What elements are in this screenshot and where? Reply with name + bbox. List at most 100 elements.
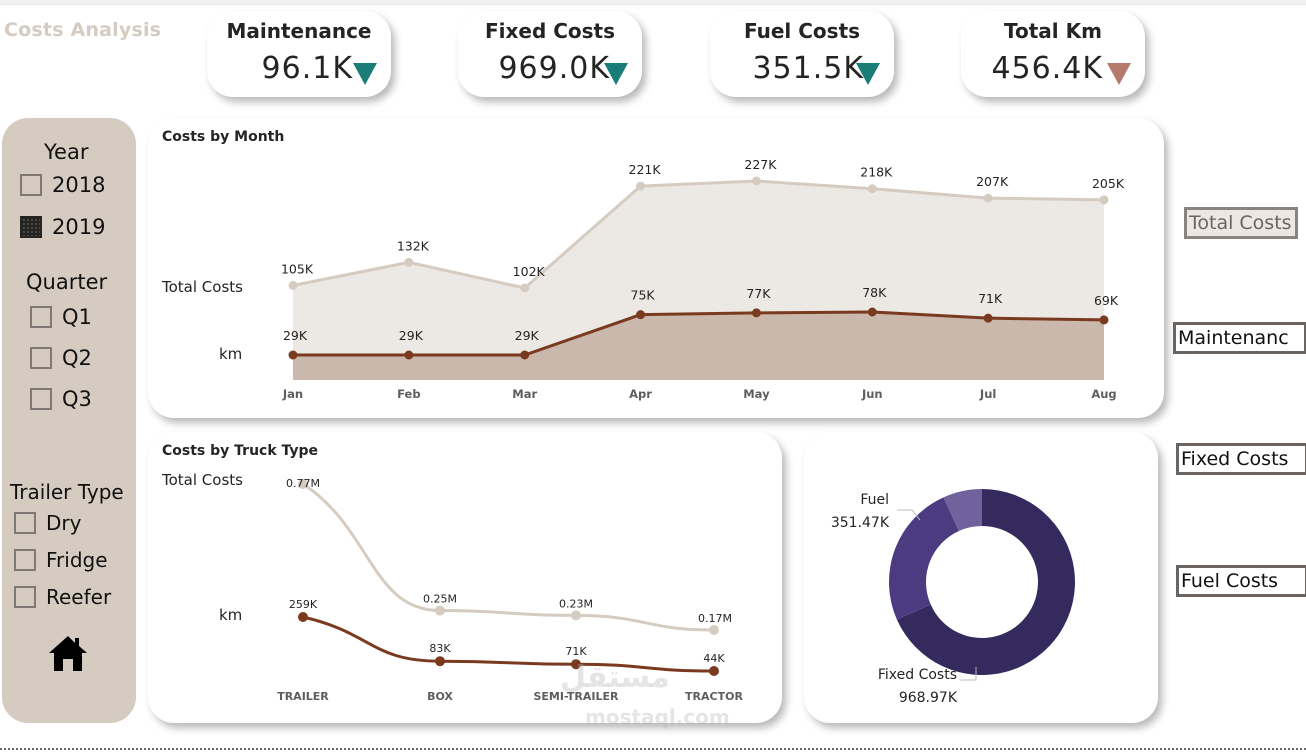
- total-costs-data-label: 205K: [1092, 176, 1125, 191]
- total-costs-data-label: 102K: [513, 264, 546, 279]
- option-label: Q1: [62, 305, 92, 329]
- toggle-fuel-costs-button[interactable]: Fuel Costs: [1176, 565, 1306, 597]
- home-icon[interactable]: [48, 634, 88, 672]
- checkbox[interactable]: [30, 388, 52, 410]
- x-axis-tick-label: Feb: [397, 387, 420, 401]
- series-label-km: km: [219, 345, 243, 363]
- total-costs-point: [288, 280, 298, 290]
- total-costs-point: [571, 610, 581, 621]
- series-label-km: km: [219, 606, 243, 624]
- km-point: [636, 310, 646, 320]
- page-title: Costs Analysis: [4, 19, 162, 41]
- checkbox[interactable]: [14, 512, 36, 534]
- trailer-type-slicer-title: Trailer Type: [10, 480, 124, 504]
- trailer-option-dry[interactable]: Dry: [14, 511, 81, 535]
- checkbox[interactable]: [30, 306, 52, 328]
- km-data-label: 83K: [429, 642, 451, 655]
- km-data-label: 75K: [631, 288, 656, 303]
- checkbox-checked[interactable]: [20, 216, 42, 238]
- trailer-option-fridge[interactable]: Fridge: [14, 548, 108, 572]
- km-data-label: 44K: [703, 652, 725, 665]
- trailer-option-reefer[interactable]: Reefer: [14, 585, 111, 609]
- total-costs-data-label: 221K: [629, 162, 662, 177]
- total-costs-point: [636, 181, 646, 191]
- km-point: [288, 350, 298, 360]
- km-point: [983, 313, 993, 323]
- x-axis-tick-label: May: [743, 387, 770, 401]
- filter-sidebar: Year 2018 2019 Quarter Q1 Q2 Q3 Trailer …: [2, 118, 136, 723]
- kpi-card-maintenance[interactable]: Maintenance 96.1K: [207, 11, 391, 97]
- costs-by-month-card: Costs by Month Total Costs km 105K 132K 10…: [148, 118, 1164, 418]
- option-label: Dry: [46, 511, 82, 535]
- toggle-fixed-costs-button[interactable]: Fixed Costs: [1176, 443, 1306, 475]
- x-axis-tick-label: TRAILER: [277, 690, 329, 703]
- fixed-costs-leader-line: [960, 667, 977, 681]
- kpi-card-total-km[interactable]: Total Km 456.4K: [961, 11, 1145, 97]
- total-costs-data-label: 0.77M: [286, 477, 320, 490]
- option-label: 2019: [52, 215, 106, 239]
- chart-title: Costs by Month: [162, 129, 285, 145]
- km-point: [751, 308, 761, 318]
- toggle-maintenance-button[interactable]: Maintenanc: [1173, 322, 1306, 354]
- option-label: Q2: [62, 346, 92, 370]
- x-axis-tick-label: BOX: [427, 690, 453, 703]
- kpi-card-fixed-costs[interactable]: Fixed Costs 969.0K: [458, 11, 642, 97]
- x-axis-tick-label: Aug: [1091, 387, 1116, 401]
- total-costs-point: [298, 479, 308, 489]
- checkbox[interactable]: [20, 174, 42, 196]
- x-axis-tick-label: Jul: [979, 387, 996, 401]
- option-label: 2018: [52, 173, 106, 197]
- donut-slice-fixed-costs: [896, 489, 1075, 675]
- kpi-value: 351.5K: [752, 51, 864, 86]
- trend-down-icon: [1107, 63, 1131, 85]
- km-point: [404, 350, 414, 360]
- cost-breakdown-donut-chart: Fuel 351.47K Fixed Costs 968.97K: [831, 489, 1075, 706]
- total-costs-line: [302, 482, 715, 632]
- year-option-2019[interactable]: 2019: [20, 215, 105, 239]
- total-costs-data-label: 207K: [976, 174, 1009, 189]
- quarter-option-q1[interactable]: Q1: [30, 305, 92, 329]
- total-costs-data-label: 227K: [744, 157, 777, 172]
- total-costs-data-label: 0.25M: [423, 593, 457, 606]
- quarter-option-q2[interactable]: Q2: [30, 346, 92, 370]
- km-point: [709, 666, 719, 676]
- toggle-total-costs-button[interactable]: Total Costs: [1184, 207, 1298, 239]
- total-costs-point: [751, 176, 761, 186]
- donut-slice-maintenance: [943, 489, 982, 532]
- km-point: [435, 656, 445, 667]
- year-option-2018[interactable]: 2018: [20, 173, 105, 197]
- km-point: [571, 659, 581, 670]
- kpi-label: Fixed Costs: [484, 19, 616, 43]
- km-line: [302, 615, 715, 673]
- checkbox[interactable]: [14, 549, 36, 571]
- series-label-total-costs: Total Costs: [162, 471, 243, 489]
- km-data-label: 71K: [565, 645, 587, 658]
- total-costs-point: [983, 193, 993, 203]
- total-costs-point: [404, 257, 414, 267]
- km-data-label: 29K: [283, 328, 308, 343]
- km-line: [293, 310, 1105, 357]
- costs-by-truck-type-card: Costs by Truck Type Total Costs km 0.77M…: [148, 432, 782, 723]
- trend-down-icon: [604, 63, 628, 85]
- total-costs-data-label: 132K: [397, 238, 430, 253]
- fixed-costs-value-label: 968.97K: [899, 690, 958, 706]
- kpi-label: Maintenance: [226, 19, 372, 43]
- series-label-total-costs: Total Costs: [162, 278, 243, 296]
- checkbox[interactable]: [14, 586, 36, 608]
- kpi-card-fuel-costs[interactable]: Fuel Costs 351.5K: [710, 11, 894, 97]
- km-area: [293, 312, 1104, 380]
- total-costs-point: [435, 605, 445, 616]
- km-data-label: 69K: [1094, 293, 1119, 308]
- kpi-value: 456.4K: [991, 51, 1103, 86]
- option-label: Reefer: [46, 585, 112, 609]
- checkbox[interactable]: [30, 347, 52, 369]
- total-costs-data-label: 105K: [281, 261, 314, 276]
- option-label: Fridge: [46, 548, 108, 572]
- top-border: [0, 0, 1306, 5]
- chart-title: Costs by Truck Type: [162, 443, 319, 459]
- total-costs-data-label: 0.23M: [559, 597, 593, 610]
- fuel-category-label: Fuel: [860, 492, 889, 508]
- bottom-border: [0, 748, 1306, 750]
- year-slicer-title: Year: [44, 140, 89, 164]
- quarter-option-q3[interactable]: Q3: [30, 387, 92, 411]
